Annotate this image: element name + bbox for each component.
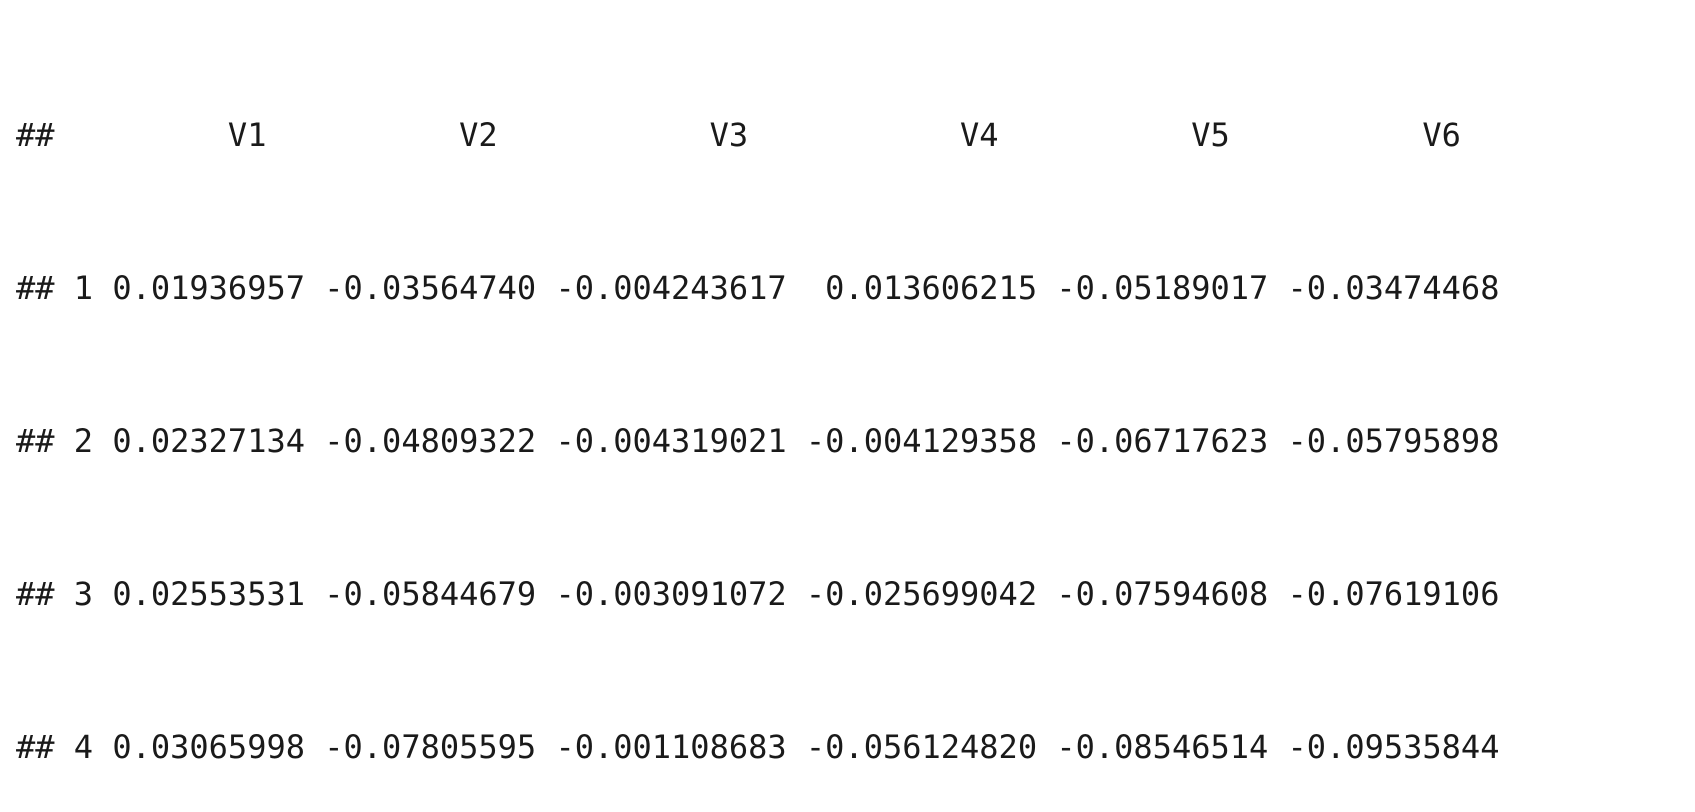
data-row-4: ## 4 0.03065998 -0.07805595 -0.001108683… [16,728,1500,766]
r-console-output: ## V1 V2 V3 V4 V5 V6 ## 1 0.01936957 -0.… [16,8,1499,812]
data-row-2: ## 2 0.02327134 -0.04809322 -0.004319021… [16,422,1500,460]
header-line: ## V1 V2 V3 V4 V5 V6 [16,116,1461,154]
data-row-3: ## 3 0.02553531 -0.05844679 -0.003091072… [16,575,1500,613]
data-row-1: ## 1 0.01936957 -0.03564740 -0.004243617… [16,269,1500,307]
